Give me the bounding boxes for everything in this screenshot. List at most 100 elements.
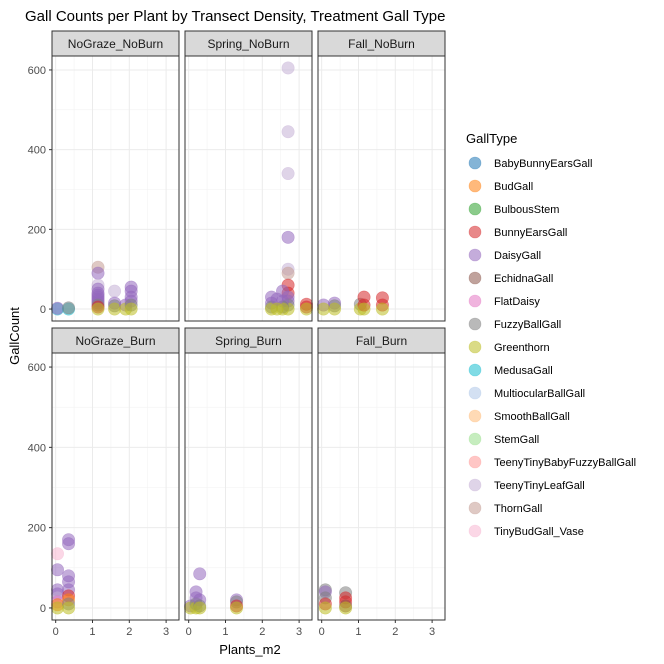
facet-strip-label: NoGraze_Burn — [75, 334, 155, 348]
facet-panels: NoGraze_NoBurn0200400600Spring_NoBurn Fal… — [28, 31, 445, 638]
facet-panel: Fall_Burn 0 1 2 3 — [318, 328, 445, 638]
facet-panel: Fall_NoBurn — [317, 31, 445, 321]
legend-label: DaisyGall — [494, 250, 541, 262]
legend-label: ThornGall — [494, 503, 542, 515]
y-tick-label: 400 — [28, 145, 46, 157]
legend-label: BunnyEarsGall — [494, 227, 567, 239]
legend-swatch — [469, 502, 481, 514]
data-point — [51, 602, 63, 614]
data-point — [358, 303, 370, 315]
legend-swatch — [469, 364, 481, 376]
data-point — [317, 303, 329, 315]
legend-swatch — [469, 433, 481, 445]
legend-label: BabyBunnyEarsGall — [494, 158, 592, 170]
legend-swatch — [469, 410, 481, 422]
panel-background — [52, 56, 179, 321]
data-point — [51, 564, 63, 576]
legend-item: BudGall — [469, 180, 533, 193]
data-point — [319, 602, 331, 614]
data-point — [108, 285, 120, 297]
data-point — [282, 167, 294, 179]
legend-swatch — [469, 249, 481, 261]
y-tick-label: 0 — [40, 603, 46, 615]
facet-strip-label: Fall_NoBurn — [348, 37, 415, 51]
panel-background — [318, 56, 445, 321]
data-point — [92, 303, 104, 315]
data-point — [300, 303, 312, 315]
legend-label: FuzzyBallGall — [494, 319, 561, 331]
legend-swatch — [469, 318, 481, 330]
data-point — [271, 303, 283, 315]
legend-swatch — [469, 387, 481, 399]
facet-panel: Spring_Burn0 1 2 3 — [184, 328, 312, 638]
legend-label: MultiocularBallGall — [494, 388, 585, 400]
x-tick-label: 1 — [89, 626, 95, 638]
data-point — [328, 303, 340, 315]
chart-title: Gall Counts per Plant by Transect Densit… — [25, 8, 445, 25]
legend-label: FlatDaisy — [494, 296, 540, 308]
data-point — [125, 303, 137, 315]
x-tick-label: 3 — [429, 626, 435, 638]
data-point — [62, 302, 74, 314]
x-tick-label: 3 — [163, 626, 169, 638]
x-tick-label: 2 — [259, 626, 265, 638]
x-tick-label: 2 — [392, 626, 398, 638]
y-tick-label: 200 — [28, 523, 46, 535]
x-tick-label: 0 — [186, 626, 192, 638]
legend-label: TeenyTinyBabyFuzzyBallGall — [494, 457, 636, 469]
x-axis-title: Plants_m2 — [219, 642, 280, 657]
data-point — [282, 231, 294, 243]
y-tick-label: 0 — [40, 304, 46, 316]
legend-swatch — [469, 295, 481, 307]
legend-label: BudGall — [494, 181, 533, 193]
facet-strip-label: NoGraze_NoBurn — [68, 37, 163, 51]
legend-swatch — [469, 203, 481, 215]
data-point — [194, 568, 206, 580]
data-point — [230, 602, 242, 614]
data-point — [376, 303, 388, 315]
x-tick-label: 2 — [126, 626, 132, 638]
y-tick-label: 600 — [28, 65, 46, 77]
legend-item: TeenyTinyBabyFuzzyBallGall — [469, 456, 636, 469]
data-point — [282, 62, 294, 74]
y-tick-label: 600 — [28, 362, 46, 374]
legend-swatch — [469, 456, 481, 468]
legend-swatch — [469, 157, 481, 169]
y-axis-title: GallCount — [7, 307, 22, 365]
data-point — [339, 602, 351, 614]
x-tick-label: 0 — [53, 626, 59, 638]
legend-swatch — [469, 226, 481, 238]
data-point — [282, 267, 294, 279]
data-point — [282, 126, 294, 138]
legend-label: EchidnaGall — [494, 273, 553, 285]
data-point — [108, 303, 120, 315]
facet-panel: Spring_NoBurn — [185, 31, 313, 321]
x-tick-label: 1 — [355, 626, 361, 638]
data-point — [92, 267, 104, 279]
facet-strip-label: Spring_Burn — [215, 334, 282, 348]
legend-swatch — [469, 272, 481, 284]
legend-label: MedusaGall — [494, 365, 553, 377]
x-tick-label: 3 — [296, 626, 302, 638]
data-point — [51, 302, 63, 314]
legend-label: BulbousStem — [494, 204, 559, 216]
panel-background — [318, 353, 445, 620]
legend-swatch — [469, 525, 481, 537]
data-point — [194, 602, 206, 614]
data-point — [62, 602, 74, 614]
data-point — [62, 538, 74, 550]
legend-label: TinyBudGall_Vase — [494, 526, 584, 538]
facet-strip-label: Fall_Burn — [356, 334, 407, 348]
legend-label: Greenthorn — [494, 342, 550, 354]
legend-label: SmoothBallGall — [494, 411, 570, 423]
data-point — [51, 548, 63, 560]
facet-strip-label: Spring_NoBurn — [207, 37, 289, 51]
legend-swatch — [469, 479, 481, 491]
legend-label: TeenyTinyLeafGall — [494, 480, 585, 492]
legend-label: StemGall — [494, 434, 539, 446]
y-tick-label: 200 — [28, 224, 46, 236]
legend-swatch — [469, 341, 481, 353]
x-tick-label: 0 — [319, 626, 325, 638]
